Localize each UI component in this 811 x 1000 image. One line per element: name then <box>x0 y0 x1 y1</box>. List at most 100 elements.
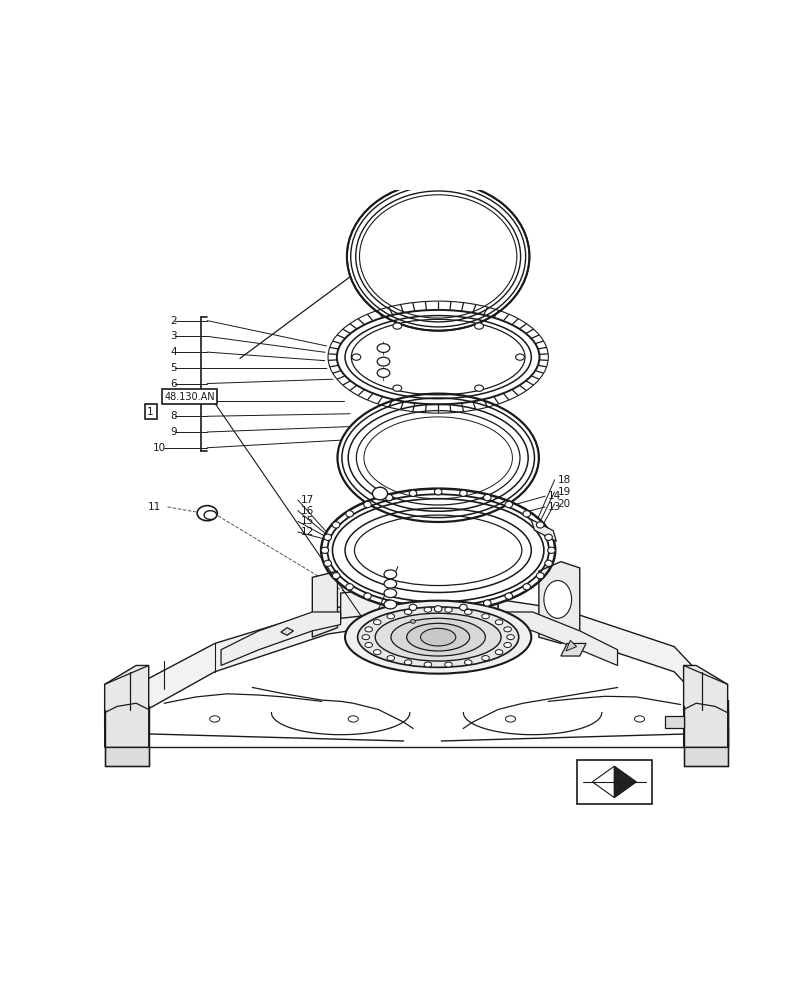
Ellipse shape <box>544 560 551 566</box>
Ellipse shape <box>434 606 441 612</box>
Ellipse shape <box>434 489 441 495</box>
Ellipse shape <box>372 487 387 500</box>
Ellipse shape <box>515 354 524 360</box>
Polygon shape <box>497 612 617 665</box>
Ellipse shape <box>464 660 471 665</box>
Text: 7: 7 <box>170 396 177 406</box>
Polygon shape <box>664 716 683 728</box>
Text: 17: 17 <box>301 495 314 505</box>
Ellipse shape <box>345 511 353 517</box>
Ellipse shape <box>364 642 372 647</box>
Ellipse shape <box>495 650 502 655</box>
Ellipse shape <box>536 522 543 528</box>
Ellipse shape <box>324 534 331 540</box>
Ellipse shape <box>387 614 394 619</box>
FancyBboxPatch shape <box>576 760 651 804</box>
Polygon shape <box>683 747 727 766</box>
Ellipse shape <box>522 511 530 517</box>
Ellipse shape <box>345 601 530 674</box>
Ellipse shape <box>375 613 500 661</box>
Ellipse shape <box>404 660 411 665</box>
Polygon shape <box>614 766 636 798</box>
Text: 48.130.AN: 48.130.AN <box>164 392 215 402</box>
Ellipse shape <box>324 560 331 566</box>
Ellipse shape <box>503 642 511 647</box>
Text: 19: 19 <box>557 487 570 497</box>
Ellipse shape <box>363 501 371 508</box>
Text: 11: 11 <box>148 502 161 512</box>
Ellipse shape <box>483 600 491 606</box>
Polygon shape <box>714 728 727 747</box>
Ellipse shape <box>351 354 360 360</box>
Polygon shape <box>105 747 148 766</box>
Ellipse shape <box>503 627 511 632</box>
Ellipse shape <box>459 490 466 496</box>
Ellipse shape <box>387 656 394 661</box>
Ellipse shape <box>464 609 471 614</box>
Polygon shape <box>530 519 556 541</box>
Ellipse shape <box>504 501 512 508</box>
Polygon shape <box>539 562 579 643</box>
Ellipse shape <box>197 506 217 521</box>
Ellipse shape <box>362 635 369 640</box>
Ellipse shape <box>481 656 489 661</box>
Text: 18: 18 <box>557 475 570 485</box>
Ellipse shape <box>393 323 401 329</box>
Polygon shape <box>312 571 337 637</box>
Ellipse shape <box>544 534 551 540</box>
Text: 10: 10 <box>153 443 166 453</box>
Ellipse shape <box>377 369 389 377</box>
Ellipse shape <box>204 511 217 519</box>
Ellipse shape <box>384 589 396 598</box>
Polygon shape <box>281 628 293 635</box>
Ellipse shape <box>522 584 530 590</box>
Ellipse shape <box>410 620 415 623</box>
Polygon shape <box>221 612 341 665</box>
Ellipse shape <box>377 357 389 366</box>
Ellipse shape <box>547 547 555 553</box>
Text: 16: 16 <box>301 506 314 516</box>
Text: 4: 4 <box>170 347 177 357</box>
Polygon shape <box>592 766 614 798</box>
Ellipse shape <box>373 620 380 625</box>
Ellipse shape <box>384 494 393 501</box>
Polygon shape <box>341 584 497 618</box>
Ellipse shape <box>474 323 483 329</box>
Ellipse shape <box>423 607 431 612</box>
Ellipse shape <box>409 490 416 496</box>
Ellipse shape <box>384 579 396 588</box>
Ellipse shape <box>345 584 353 590</box>
Text: 15: 15 <box>301 516 314 526</box>
Text: 14: 14 <box>547 491 561 501</box>
Ellipse shape <box>377 344 389 352</box>
Text: 9: 9 <box>170 427 177 437</box>
Ellipse shape <box>474 385 483 391</box>
Ellipse shape <box>357 607 518 667</box>
Polygon shape <box>105 665 148 728</box>
Ellipse shape <box>444 662 452 667</box>
Polygon shape <box>683 703 727 747</box>
Ellipse shape <box>420 628 455 646</box>
Ellipse shape <box>324 298 551 416</box>
Text: 13: 13 <box>547 502 561 512</box>
Text: 8: 8 <box>170 411 177 421</box>
Ellipse shape <box>363 593 371 599</box>
Ellipse shape <box>373 650 380 655</box>
Polygon shape <box>560 643 586 656</box>
Polygon shape <box>105 728 117 747</box>
Ellipse shape <box>332 522 340 528</box>
Polygon shape <box>497 599 727 728</box>
Ellipse shape <box>483 494 491 501</box>
Text: 12: 12 <box>301 527 314 537</box>
Ellipse shape <box>348 716 358 722</box>
Polygon shape <box>565 640 576 651</box>
Ellipse shape <box>346 182 529 331</box>
Text: 6: 6 <box>170 379 177 389</box>
Ellipse shape <box>505 716 515 722</box>
Ellipse shape <box>393 385 401 391</box>
Ellipse shape <box>332 573 340 579</box>
Ellipse shape <box>423 662 431 667</box>
Ellipse shape <box>320 547 328 553</box>
Ellipse shape <box>459 604 466 611</box>
Ellipse shape <box>409 604 416 611</box>
